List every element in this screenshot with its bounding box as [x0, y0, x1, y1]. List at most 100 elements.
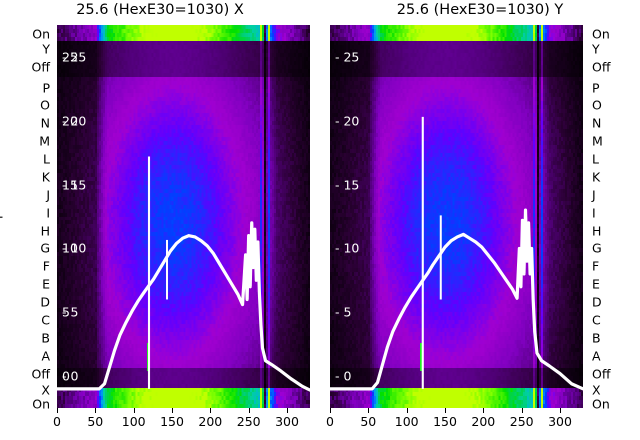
x-tick-label-150: 150: [433, 414, 457, 429]
category-label-b-17: B: [41, 330, 50, 346]
panel-x: 25.6 (HexE30=1030) X Dipole - 0 - 5 - 10 - …: [0, 2, 310, 438]
y-tick-mirror-0: 0: [588, 368, 596, 384]
x-tick-mark-200: [483, 408, 485, 413]
category-label-n-5: N: [592, 115, 602, 131]
category-label-m-6: M: [592, 133, 603, 149]
x-tick-mark-150: [172, 408, 173, 413]
category-label-i-10: I: [46, 205, 50, 221]
x-tick-mark-0: [57, 408, 58, 413]
heatmap-axes-x[interactable]: [57, 25, 310, 408]
x-tick-label-150: 150: [160, 414, 184, 429]
y-tick-mirror-20: 20: [62, 113, 78, 129]
y-tick-15: - 15: [335, 177, 360, 193]
y-axis-title: Dipole: [0, 192, 3, 232]
x-tick-label-250: 250: [236, 414, 261, 429]
waveform-trace-y: [330, 116, 583, 391]
y-tick-25: - 25: [335, 49, 360, 65]
category-label-on-21: On: [32, 396, 50, 412]
x-tick-label-200: 200: [198, 414, 223, 429]
category-label-off-2: Off: [31, 59, 50, 75]
y-tick-mirror-15: 15: [588, 177, 604, 193]
y-tick-25: - 25: [62, 49, 87, 65]
waveform-trace-x: [57, 156, 310, 392]
y-tick-mirror-20: 20: [588, 113, 604, 129]
panel-x-title: 25.6 (HexE30=1030) X: [76, 2, 244, 18]
y-tick-0: - 0: [335, 368, 352, 384]
y-tick-10: - 10: [62, 240, 87, 256]
x-tick-mark-300: [287, 408, 288, 413]
x-tick-label-0: 0: [326, 414, 334, 429]
panel-y-title: 25.6 (HexE30=1030) Y: [396, 2, 564, 18]
y-tick-15: - 15: [62, 177, 87, 193]
category-label-n-5: N: [40, 115, 50, 131]
y-tick-0: - 0: [62, 368, 79, 384]
x-tick-mark-0: [330, 408, 331, 413]
x-tick-label-200: 200: [471, 414, 496, 429]
y-tick-5: - 5: [62, 304, 79, 320]
y-tick-5: - 5: [335, 304, 352, 320]
x-tick-label-50: 50: [360, 414, 377, 429]
category-label-o-4: O: [592, 97, 602, 113]
panel-y: 25.6 (HexE30=1030) Y - 0 - 5 - 10 - 15 - 20 -…: [320, 0, 640, 440]
x-axis-y: 0 50 100 150 200 250 300: [326, 408, 583, 438]
x-tick-mark-50: [95, 408, 97, 413]
category-label-a-18: A: [41, 348, 50, 364]
category-label-c-16: C: [592, 312, 601, 328]
x-tick-mark-250: [248, 408, 250, 413]
category-label-h-11: H: [40, 223, 50, 238]
category-label-e-14: E: [42, 276, 50, 292]
category-label-j-9: J: [592, 187, 596, 203]
category-label-f-13: F: [592, 258, 600, 274]
category-label-f-13: F: [42, 258, 50, 274]
x-tick-label-300: 300: [548, 414, 572, 429]
x-tick-label-100: 100: [121, 414, 146, 429]
heatmap-image-y: [330, 25, 583, 408]
category-label-b-17: B: [592, 330, 601, 346]
x-tick-mark-50: [368, 408, 370, 413]
category-label-x-20: X: [592, 382, 601, 398]
category-label-e-14: E: [592, 276, 600, 292]
x-tick-mark-300: [560, 408, 561, 413]
x-axis-x: 0 50 100 150 200 250 300: [53, 408, 310, 438]
x-tick-mark-100: [406, 408, 408, 413]
category-label-l-7: L: [43, 151, 50, 167]
y-tick-mirror-10: 10: [588, 240, 604, 256]
x-tick-label-250: 250: [509, 414, 534, 429]
x-tick-label-300: 300: [275, 414, 299, 429]
category-label-p-3: P: [592, 80, 600, 96]
category-label-on-0: On: [592, 26, 610, 42]
category-label-h-11: H: [592, 223, 602, 238]
x-tick-mark-200: [210, 408, 212, 413]
heatmap-image-x: [57, 25, 310, 408]
heatmap-axes-y[interactable]: [330, 25, 583, 408]
category-label-g-12: G: [592, 240, 602, 256]
x-tick-label-0: 0: [53, 414, 61, 429]
category-label-off-19: Off: [592, 366, 611, 381]
y-tick-20: - 20: [335, 113, 360, 129]
y-tick-10: - 10: [335, 240, 360, 256]
y-tick-mirror-25: 25: [588, 49, 604, 65]
y-tick-20: - 20: [62, 113, 87, 129]
y-tick-mirror-15: 15: [62, 177, 78, 193]
y-tick-mirror-10: 10: [62, 240, 78, 256]
x-tick-mark-150: [445, 408, 446, 413]
y-tick-mirror-25: 25: [62, 49, 78, 65]
category-label-y-1: Y: [42, 41, 50, 57]
category-label-a-18: A: [592, 348, 601, 364]
category-label-g-12: G: [40, 240, 50, 256]
x-tick-mark-100: [133, 408, 135, 413]
category-label-d-15: D: [40, 294, 50, 310]
category-label-k-8: K: [592, 169, 601, 185]
category-label-x-20: X: [41, 382, 50, 398]
y-tick-mirror-5: 5: [588, 304, 596, 320]
category-label-j-9: J: [46, 187, 50, 203]
category-label-o-4: O: [40, 97, 50, 113]
category-label-k-8: K: [41, 169, 50, 185]
category-label-off-2: Off: [592, 59, 611, 75]
category-label-on-0: On: [32, 26, 50, 42]
x-tick-mark-250: [521, 408, 523, 413]
category-label-c-16: C: [41, 312, 50, 328]
category-label-p-3: P: [42, 80, 50, 96]
category-label-on-21: On: [592, 396, 610, 412]
category-label-y-1: Y: [592, 41, 600, 57]
